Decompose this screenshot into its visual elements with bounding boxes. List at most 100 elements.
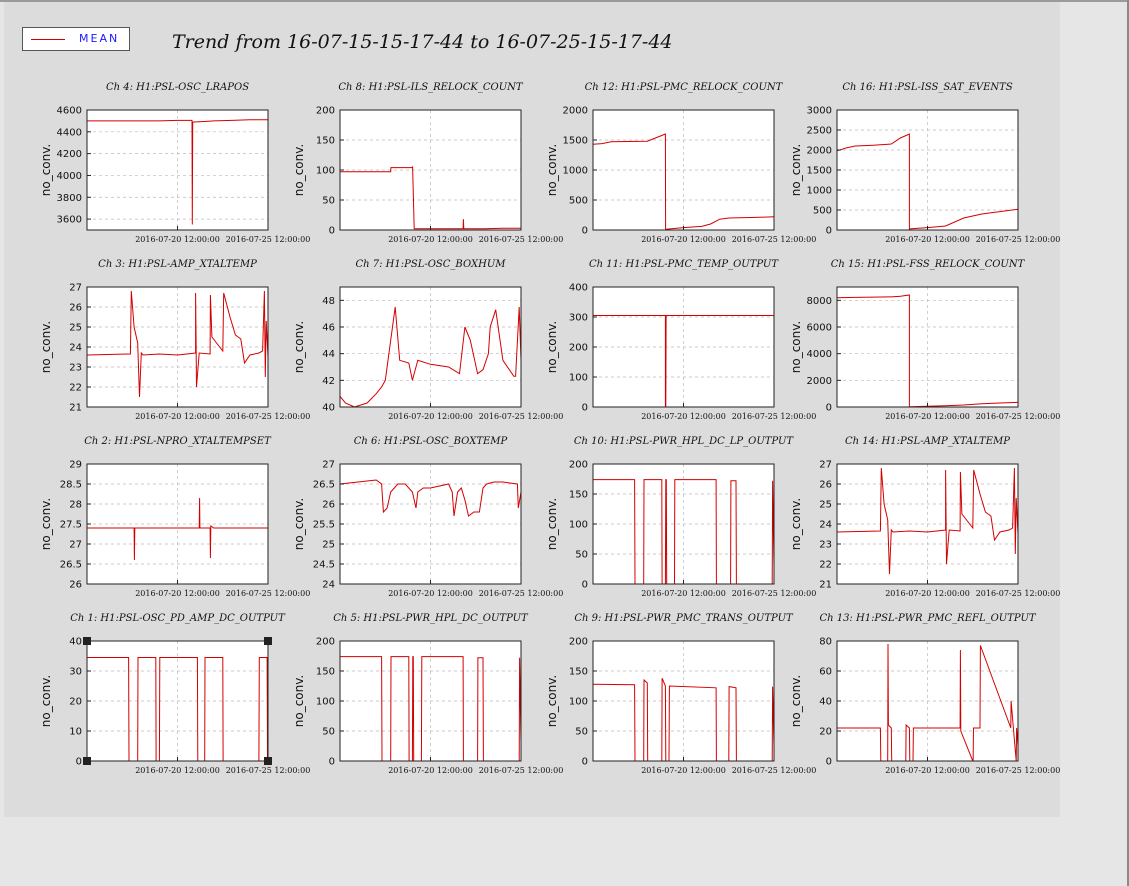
x-tick-label: 2016-07-20 12:00:00: [388, 412, 473, 421]
window-right-border: [1127, 0, 1129, 886]
y-tick-label: 4000: [807, 349, 832, 360]
y-tick-label: 50: [575, 550, 588, 561]
y-axis-label: no_conv.: [292, 498, 306, 550]
y-tick-label: 27.5: [60, 520, 82, 531]
y-tick-label: 2500: [807, 126, 832, 137]
y-axis-label: no_conv.: [39, 321, 53, 373]
y-tick-label: 4200: [57, 149, 82, 160]
y-axis-label: no_conv.: [545, 144, 559, 196]
series-line: [836, 467, 1019, 575]
chart-panel-3: 0 500 1000 1500 2000 2016-07-20 12:00:00 2016-…: [545, 82, 816, 244]
y-tick-label: 22: [69, 383, 82, 394]
y-axis-label: no_conv.: [292, 321, 306, 373]
y-tick-label: 26: [322, 500, 335, 511]
chart-title: Ch 7: H1:PSL-OSC_BOXHUM: [356, 259, 507, 270]
y-tick-label: 25: [819, 500, 832, 511]
y-tick-label: 0: [76, 757, 82, 768]
legend: MEAN: [22, 27, 130, 51]
y-tick-label: 50: [322, 727, 335, 738]
x-tick-label: 2016-07-25 12:00:00: [226, 589, 311, 598]
series-line: [87, 657, 269, 762]
x-tick-label: 2016-07-25 12:00:00: [479, 589, 564, 598]
y-axis-label: no_conv.: [545, 498, 559, 550]
chart-title: Ch 5: H1:PSL-PWR_HPL_DC_OUTPUT: [333, 613, 529, 624]
selection-handle[interactable]: [83, 757, 91, 765]
y-tick-label: 28.5: [60, 480, 82, 491]
y-tick-label: 100: [569, 373, 588, 384]
x-tick-label: 2016-07-25 12:00:00: [732, 235, 817, 244]
y-tick-label: 50: [322, 196, 335, 207]
y-axis-label: no_conv.: [39, 144, 53, 196]
chart-title: Ch 1: H1:PSL-OSC_PD_AMP_DC_OUTPUT: [70, 613, 286, 624]
series-line: [87, 119, 268, 225]
y-tick-label: 0: [329, 226, 335, 237]
y-axis-label: no_conv.: [789, 675, 803, 727]
y-tick-label: 21: [819, 580, 832, 591]
y-tick-label: 0: [582, 757, 588, 768]
y-tick-label: 25.5: [313, 520, 335, 531]
y-tick-label: 46: [322, 323, 335, 334]
y-tick-label: 40: [322, 403, 335, 414]
chart-panel-10: 24 24.5 25 25.5 26 26.5 27 2016-07-20 12:00:00 2…: [292, 436, 563, 598]
x-tick-label: 2016-07-20 12:00:00: [641, 589, 726, 598]
y-tick-label: 500: [569, 196, 588, 207]
y-tick-label: 26: [819, 480, 832, 491]
x-tick-label: 2016-07-20 12:00:00: [885, 766, 970, 775]
y-tick-label: 26.5: [60, 560, 82, 571]
series-line: [837, 643, 1019, 762]
x-tick-label: 2016-07-25 12:00:00: [732, 766, 817, 775]
x-tick-label: 2016-07-20 12:00:00: [135, 235, 220, 244]
y-axis-label: no_conv.: [292, 675, 306, 727]
y-tick-label: 150: [316, 136, 335, 147]
selection-handle[interactable]: [264, 757, 272, 765]
y-tick-label: 2000: [807, 376, 832, 387]
chart-panel-2: 0 50 100 150 200 2016-07-20 12:00:00 2016-07-2…: [292, 82, 563, 244]
y-tick-label: 23: [819, 540, 832, 551]
y-tick-label: 200: [569, 460, 588, 471]
legend-label: MEAN: [79, 32, 120, 45]
x-tick-label: 2016-07-25 12:00:00: [479, 766, 564, 775]
y-tick-label: 20: [69, 697, 82, 708]
selection-handle[interactable]: [264, 637, 272, 645]
y-tick-label: 1500: [563, 136, 588, 147]
y-tick-label: 23: [69, 363, 82, 374]
y-tick-label: 27: [69, 283, 82, 294]
y-tick-label: 4400: [57, 127, 82, 138]
chart-title: Ch 16: H1:PSL-ISS_SAT_EVENTS: [842, 82, 1013, 93]
x-tick-label: 2016-07-20 12:00:00: [135, 412, 220, 421]
x-tick-label: 2016-07-20 12:00:00: [641, 412, 726, 421]
x-tick-label: 2016-07-20 12:00:00: [885, 589, 970, 598]
y-tick-label: 8000: [807, 296, 832, 307]
y-tick-label: 100: [569, 697, 588, 708]
chart-panel-9: 26 26.5 27 27.5 28 28.5 29 2016-07-20 12:00:00 2…: [39, 436, 310, 598]
chart-panel-6: 40 42 44 46 48 2016-07-20 12:00:00 2016-07-25 …: [292, 259, 563, 421]
x-tick-label: 2016-07-25 12:00:00: [732, 589, 817, 598]
chart-title: Ch 3: H1:PSL-AMP_XTALTEMP: [98, 259, 257, 270]
x-tick-label: 2016-07-25 12:00:00: [479, 235, 564, 244]
y-tick-label: 150: [569, 667, 588, 678]
selection-handle[interactable]: [83, 637, 91, 645]
y-tick-label: 1000: [563, 166, 588, 177]
chart-panel-14: 0 50 100 150 200 2016-07-20 12:00:00 2016-07-2…: [292, 613, 563, 775]
y-tick-label: 3600: [57, 215, 82, 226]
chart-title: Ch 4: H1:PSL-OSC_LRAPOS: [106, 82, 249, 93]
y-tick-label: 0: [329, 757, 335, 768]
series-line: [339, 479, 522, 517]
y-tick-label: 200: [316, 637, 335, 648]
y-tick-label: 24: [322, 580, 335, 591]
y-axis-label: no_conv.: [789, 321, 803, 373]
y-tick-label: 0: [826, 403, 832, 414]
x-tick-label: 2016-07-25 12:00:00: [226, 766, 311, 775]
y-tick-label: 21: [69, 403, 82, 414]
y-tick-label: 28: [69, 500, 82, 511]
y-tick-label: 3000: [807, 106, 832, 117]
x-tick-label: 2016-07-25 12:00:00: [976, 589, 1061, 598]
y-tick-label: 44: [322, 349, 335, 360]
y-tick-label: 2000: [563, 106, 588, 117]
chart-panel-1: 3600 3800 4000 4200 4400 4600 2016-07-20 12:00…: [39, 82, 310, 244]
chart-title: Ch 6: H1:PSL-OSC_BOXTEMP: [354, 436, 508, 447]
chart-panel-12: 21 22 23 24 25 26 27 2016-07-20 12:00:00 2016-07…: [789, 436, 1060, 598]
chart-title: Ch 8: H1:PSL-ILS_RELOCK_COUNT: [338, 82, 523, 93]
y-axis-label: no_conv.: [292, 144, 306, 196]
y-axis-label: no_conv.: [39, 675, 53, 727]
